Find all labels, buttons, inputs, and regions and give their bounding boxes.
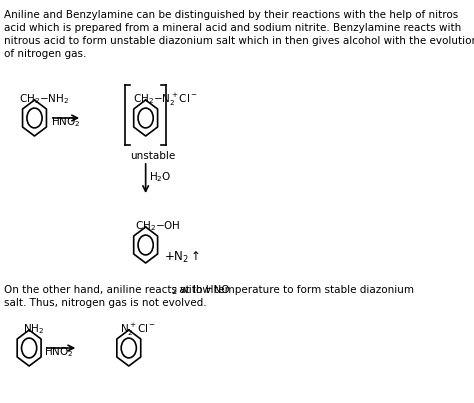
Text: On the other hand, aniline reacts with HNO: On the other hand, aniline reacts with H… [4,285,229,295]
Text: $\mathregular{NH_2}$: $\mathregular{NH_2}$ [23,322,45,336]
Text: nitrous acid to form unstable diazonium salt which in then gives alcohol with th: nitrous acid to form unstable diazonium … [4,36,474,46]
Text: $\mathregular{+N_2\uparrow}$: $\mathregular{+N_2\uparrow}$ [164,250,200,265]
Text: $\mathregular{HNO_2}$: $\mathregular{HNO_2}$ [51,115,81,129]
Text: acid which is prepared from a mineral acid and sodium nitrite. Benzylamine react: acid which is prepared from a mineral ac… [4,23,461,33]
Text: $\mathregular{H_2O}$: $\mathregular{H_2O}$ [149,170,171,184]
Text: 2: 2 [172,287,177,295]
Text: $\mathregular{N_2^+Cl^-}$: $\mathregular{N_2^+Cl^-}$ [119,322,155,338]
Text: $\mathregular{HNO_2}$: $\mathregular{HNO_2}$ [45,345,74,359]
Text: $\mathregular{CH_2{-}OH}$: $\mathregular{CH_2{-}OH}$ [135,219,181,233]
Text: $\mathregular{CH_2{-}NH_2}$: $\mathregular{CH_2{-}NH_2}$ [19,92,69,106]
Text: at low temperature to form stable diazonium: at low temperature to form stable diazon… [175,285,413,295]
Text: salt. Thus, nitrogen gas is not evolved.: salt. Thus, nitrogen gas is not evolved. [4,298,207,308]
Text: $\mathregular{CH_2{-}N_2^+Cl^-}$: $\mathregular{CH_2{-}N_2^+Cl^-}$ [133,92,198,108]
Text: Aniline and Benzylamine can be distinguished by their reactions with the help of: Aniline and Benzylamine can be distingui… [4,10,458,20]
Text: unstable: unstable [130,151,175,161]
Text: of nitrogen gas.: of nitrogen gas. [4,49,86,59]
